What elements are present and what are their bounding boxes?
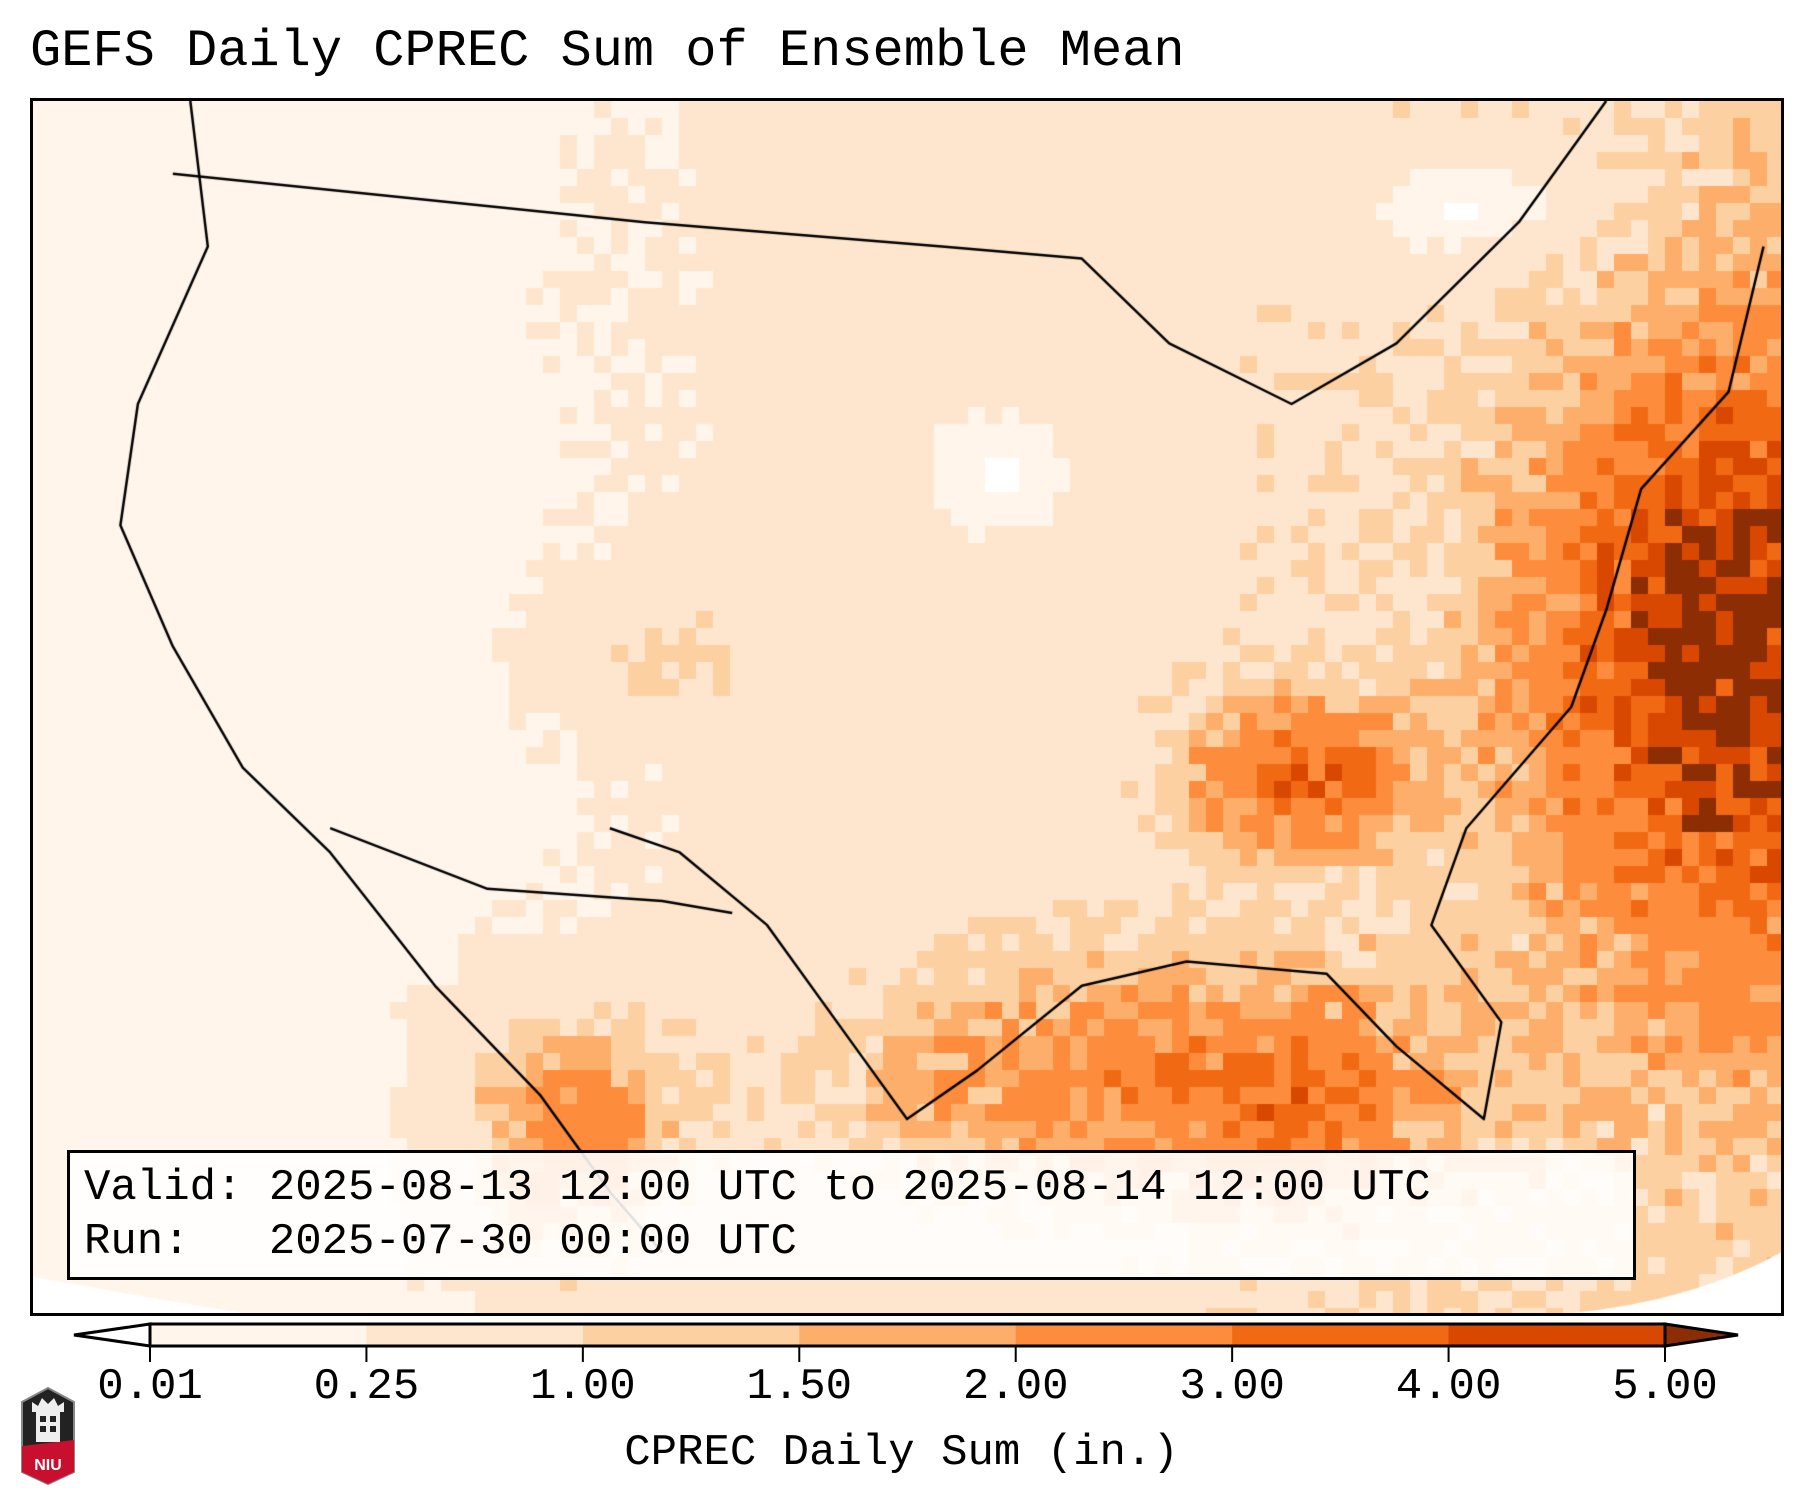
colorbar-tick-label: 2.00: [962, 1362, 1069, 1412]
colorbar-tick-label: 1.00: [530, 1362, 636, 1412]
colorbar-over-extension: [1663, 1322, 1739, 1348]
colorbar-tick-label: 0.25: [313, 1362, 420, 1412]
colorbar-segment: [1232, 1324, 1450, 1346]
colorbar-segment: [1015, 1324, 1233, 1346]
valid-time: 2025-08-13 12:00 UTC to 2025-08-14 12:00…: [268, 1163, 1431, 1213]
colorbar-tick-label: 1.50: [746, 1362, 853, 1412]
run-label: Run:: [84, 1217, 190, 1267]
colorbar-tick-label: 5.00: [1612, 1362, 1718, 1412]
colorbar-under-extension: [73, 1322, 152, 1348]
colorbar-tick-label: 3.00: [1179, 1362, 1285, 1412]
colorbar-segment: [366, 1324, 584, 1346]
niu-logo: NIU: [21, 1386, 75, 1486]
colorbar-segment: [1448, 1324, 1666, 1346]
colorbar-segment: [799, 1324, 1017, 1346]
precipitation-map: [30, 98, 1784, 1316]
colorbar: [73, 1322, 1739, 1362]
colorbar-segment: [582, 1324, 800, 1346]
map-title: GEFS Daily CPREC Sum of Ensemble Mean: [30, 22, 1185, 81]
valid-label: Valid:: [84, 1163, 243, 1213]
colorbar-label: CPREC Daily Sum (in.): [624, 1428, 1179, 1478]
svg-text:NIU: NIU: [34, 1457, 62, 1474]
precipitation-field: [33, 101, 1781, 1313]
run-time: 2025-07-30 00:00 UTC: [268, 1217, 797, 1267]
colorbar-tick-label: 0.01: [97, 1362, 203, 1412]
colorbar-tick-label: 4.00: [1395, 1362, 1502, 1412]
info-box: Valid: 2025-08-13 12:00 UTC to 2025-08-1…: [67, 1150, 1636, 1280]
colorbar-segment: [150, 1324, 367, 1346]
